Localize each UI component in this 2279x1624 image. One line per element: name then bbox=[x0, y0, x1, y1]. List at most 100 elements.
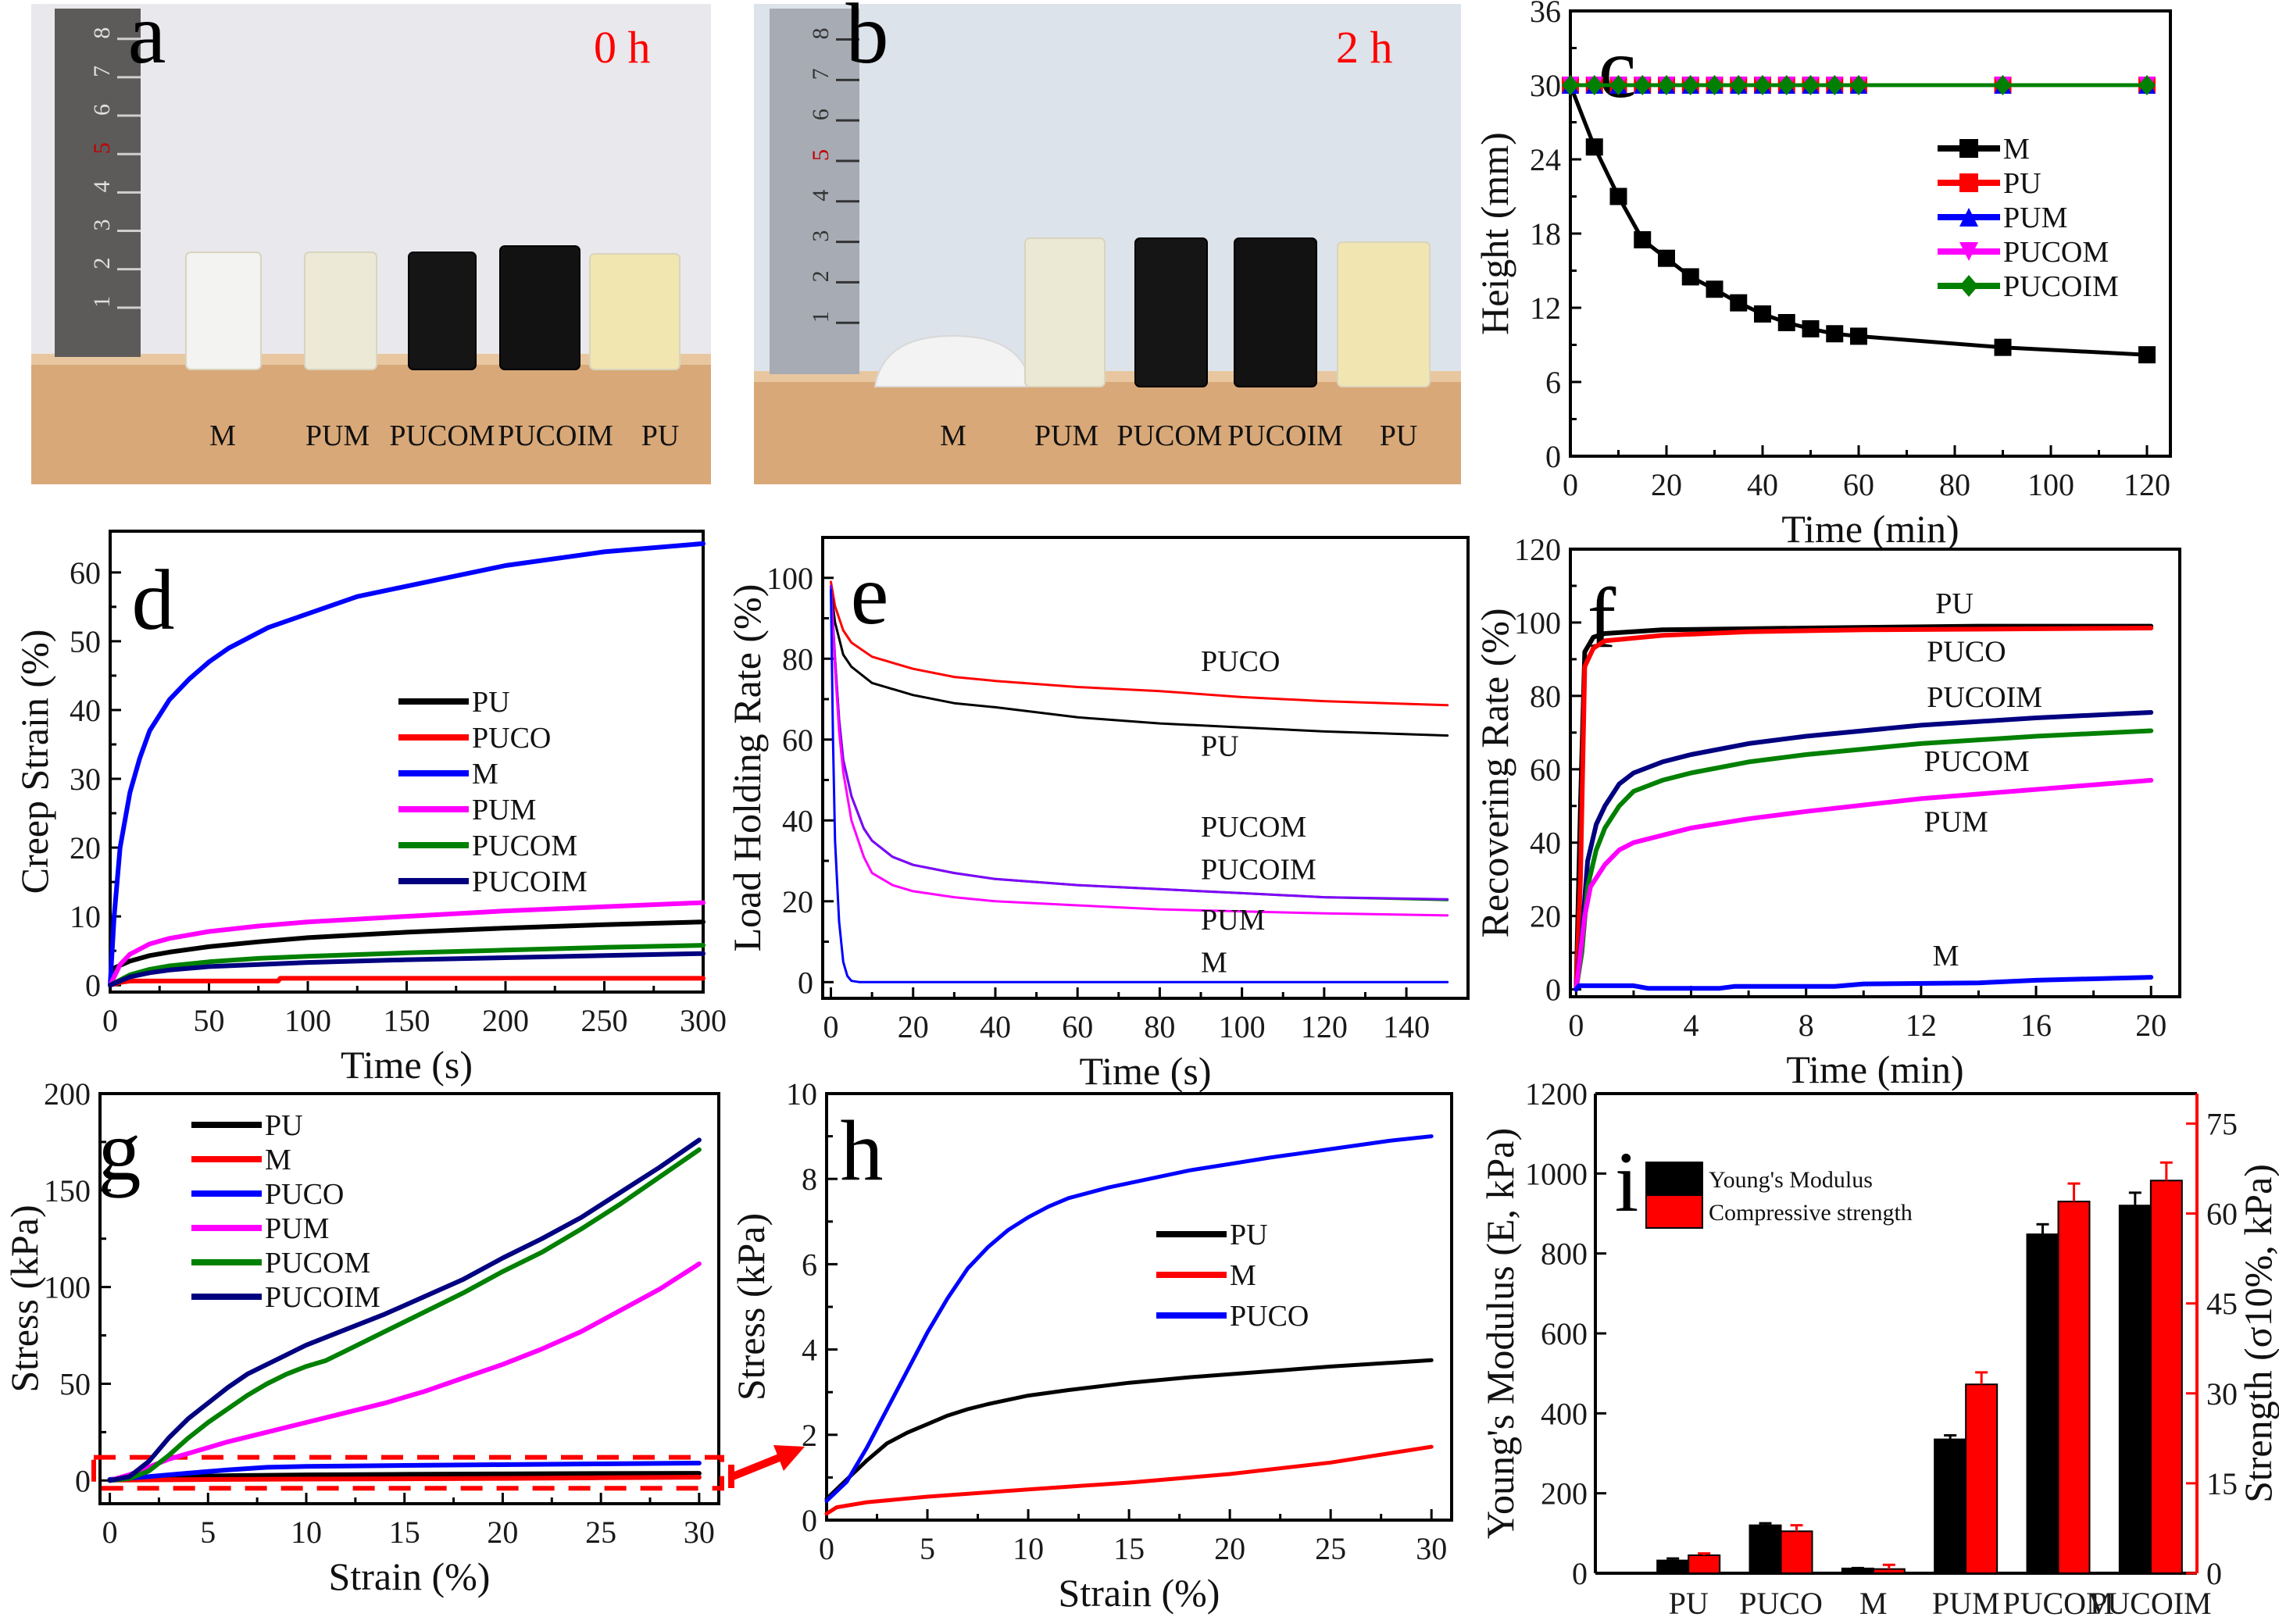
x-tick-label: 20 bbox=[1214, 1531, 1245, 1566]
ruler-number: 1 bbox=[808, 311, 834, 323]
sample-label: PUCOIM bbox=[1227, 419, 1343, 452]
series-line-pu bbox=[1574, 623, 2154, 992]
series-line-pucom bbox=[830, 584, 1449, 901]
series-label-pu: PU bbox=[1935, 587, 1974, 620]
series-label-puco: PUCO bbox=[1201, 645, 1280, 678]
sample-label: PUM bbox=[1034, 419, 1098, 452]
x-tick-label: 40 bbox=[1747, 467, 1778, 502]
data-point-pucoim bbox=[1609, 75, 1627, 95]
y-tick-label: 0 bbox=[75, 1463, 91, 1498]
category-label: M bbox=[1859, 1586, 1888, 1621]
chart-panel-g: 0 5 10 15 20 25 30 0 50 100 150 200 Strain (%) Stress… bbox=[2, 1076, 724, 1598]
legend-label: PUM bbox=[265, 1212, 329, 1245]
data-point-m bbox=[1634, 230, 1652, 248]
y-tick-label: 4 bbox=[802, 1333, 817, 1368]
photo-panel-a: 1 2 3 4 5 6 7 8 M PUM PUCOM PUCOIM PU a 0 h bbox=[31, 0, 711, 484]
y-tick-label: 40 bbox=[70, 693, 101, 728]
y-tick-label: 60 bbox=[782, 723, 813, 758]
y-tick-label: 200 bbox=[44, 1076, 91, 1112]
y-tick-label: 100 bbox=[766, 561, 813, 596]
x-axis-title: Time (s) bbox=[1079, 1049, 1211, 1093]
x-tick-label: 10 bbox=[1013, 1531, 1044, 1566]
x-tick-label: 140 bbox=[1383, 1009, 1430, 1044]
bar-modulus-pucom bbox=[2026, 1233, 2059, 1575]
series-line-pu bbox=[108, 919, 705, 988]
data-point-pucoim bbox=[1585, 75, 1603, 95]
panel-letter: g bbox=[98, 1103, 141, 1198]
y-tick-label: 200 bbox=[1541, 1476, 1588, 1512]
legend-label: PUM bbox=[472, 794, 536, 826]
data-point-pucoim bbox=[1730, 75, 1748, 95]
x-tick-label: 15 bbox=[389, 1515, 420, 1550]
x-tick-label: 200 bbox=[482, 1003, 529, 1038]
y-tick-label: 20 bbox=[1530, 899, 1561, 934]
y-tick-label: 36 bbox=[1530, 0, 1561, 29]
y-tick-label: 2 bbox=[802, 1418, 817, 1453]
x-tick-label: 30 bbox=[1416, 1531, 1447, 1566]
x-axis-title: Strain (%) bbox=[329, 1554, 491, 1598]
sample-pucom bbox=[1134, 237, 1208, 387]
x-tick-label: 0 bbox=[819, 1531, 834, 1566]
series-line-pucoim bbox=[830, 584, 1449, 901]
plot-frame bbox=[98, 1092, 720, 1505]
ruler-number: 8 bbox=[89, 27, 115, 39]
legend-label: PUCO bbox=[472, 722, 551, 755]
legend-label: M bbox=[472, 758, 498, 791]
x-tick-label: 60 bbox=[1843, 467, 1874, 502]
data-point-pucoim bbox=[2138, 75, 2156, 95]
legend-label: Young's Modulus bbox=[1709, 1167, 1873, 1193]
time-label: 0 h bbox=[594, 22, 651, 73]
y-tick-label: 80 bbox=[1530, 679, 1561, 714]
ruler-number: 3 bbox=[89, 220, 115, 231]
y-tick-label: 800 bbox=[1541, 1237, 1588, 1272]
chart-panel-d: 0 50 100 150 200 250 300 0 10 20 30 40 50 60 Time (s) C… bbox=[13, 530, 727, 1087]
data-point-m bbox=[1994, 338, 2012, 356]
y-tick-label: 0 bbox=[1572, 1556, 1588, 1591]
x-tick-label: 4 bbox=[1684, 1008, 1699, 1043]
y-tick-label: 60 bbox=[70, 555, 101, 591]
x-tick-label: 40 bbox=[980, 1009, 1011, 1044]
y-tick-label: 100 bbox=[44, 1270, 91, 1305]
bar-modulus-pum bbox=[1934, 1438, 1967, 1575]
data-point-pucoim bbox=[1802, 75, 1820, 95]
x-tick-label: 20 bbox=[2135, 1008, 2166, 1043]
sample-pu bbox=[589, 253, 680, 370]
x-tick-label: 25 bbox=[1315, 1531, 1346, 1566]
time-label: 2 h bbox=[1336, 22, 1393, 73]
y-tick-label: 0 bbox=[798, 965, 813, 1000]
sample-label: M bbox=[209, 419, 236, 452]
ruler-number: 3 bbox=[808, 230, 834, 242]
x-tick-label: 0 bbox=[102, 1003, 118, 1038]
data-point-m bbox=[1850, 327, 1867, 345]
panel-letter: b bbox=[846, 0, 889, 81]
wooden-shelf bbox=[31, 354, 711, 484]
series-line-puco bbox=[830, 580, 1449, 707]
y-tick-label: 150 bbox=[44, 1173, 91, 1208]
y-tick-label: 40 bbox=[782, 803, 813, 838]
x-tick-label: 8 bbox=[1799, 1008, 1814, 1043]
x-tick-label: 20 bbox=[898, 1009, 929, 1044]
y-tick-label: 30 bbox=[1530, 68, 1561, 103]
photo-panel-b: 1 2 3 4 5 6 7 8 M PUM PUCOM PUCOIM PU b 2 h bbox=[754, 0, 1461, 484]
y-tick-label: 1000 bbox=[1525, 1156, 1588, 1191]
y-tick-label: 1200 bbox=[1525, 1076, 1588, 1112]
x-tick-label: 100 bbox=[1219, 1009, 1266, 1044]
sample-label: PUCOM bbox=[1116, 419, 1222, 452]
series-label-pucoim: PUCOIM bbox=[1201, 853, 1316, 886]
ruler-number: 5 bbox=[808, 149, 834, 161]
y-tick-label: 600 bbox=[1541, 1316, 1588, 1351]
legend-label: PUCOM bbox=[265, 1247, 370, 1280]
series-line-pucoim bbox=[107, 1137, 702, 1483]
y-tick-label: 60 bbox=[1530, 752, 1561, 787]
legend-label: M bbox=[265, 1144, 291, 1176]
y-tick-label: 0 bbox=[802, 1503, 817, 1538]
series-line-m bbox=[107, 1475, 702, 1483]
bar-strength-pucoim bbox=[2149, 1180, 2183, 1574]
plot-frame bbox=[1569, 548, 2181, 998]
bar-strength-pu bbox=[1688, 1554, 1721, 1574]
data-point-pucoim bbox=[1658, 75, 1675, 95]
